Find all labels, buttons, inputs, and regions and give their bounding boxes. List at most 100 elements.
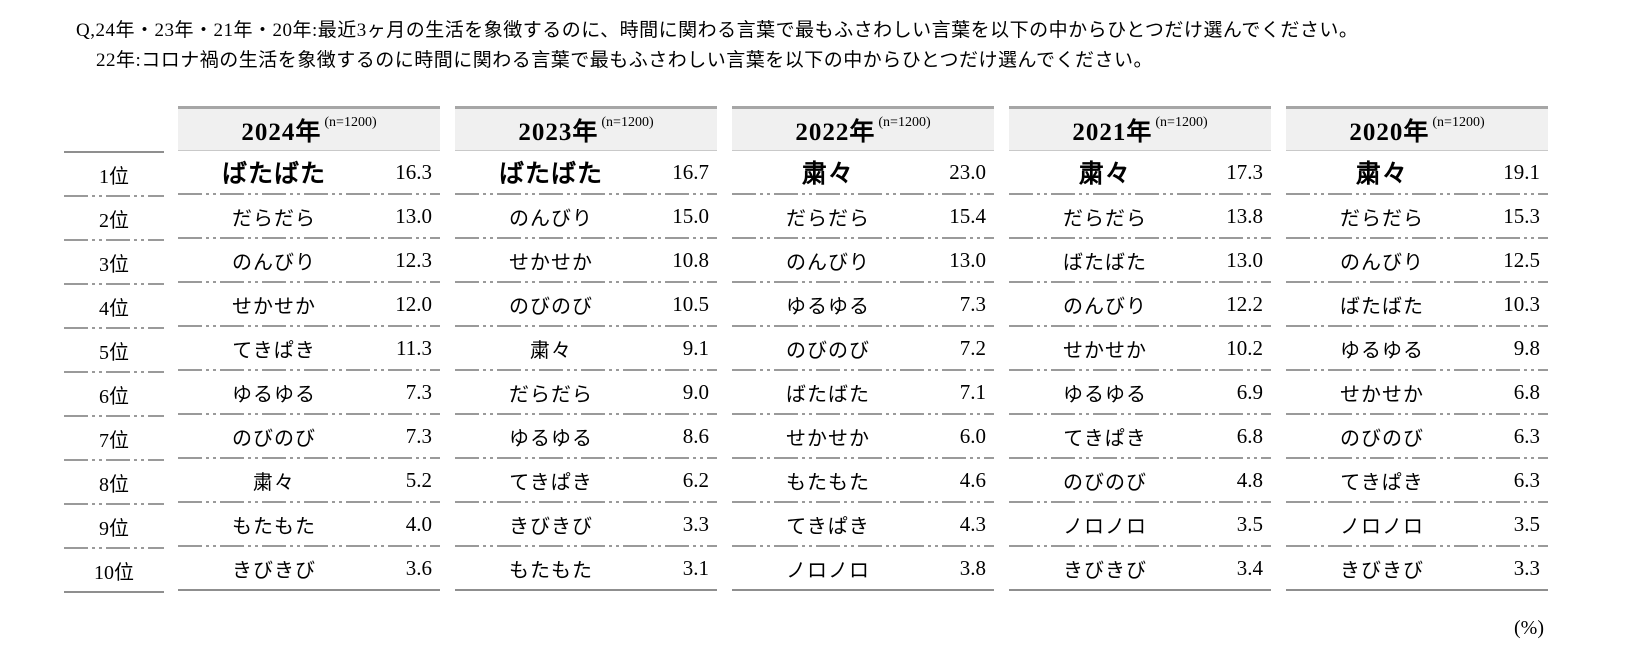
word-label: ばたばた <box>786 383 870 406</box>
percent-value: 7.3 <box>405 423 432 448</box>
table-row: ゆるゆる 9.8 <box>1286 327 1548 369</box>
percent-value: 12.3 <box>395 247 432 272</box>
percent-value: 10.5 <box>672 291 709 316</box>
table-row: てきぱき 6.8 <box>1009 415 1271 457</box>
percent-value: 13.0 <box>1226 247 1263 272</box>
question-line-1: Q,24年・23年・21年・20年:最近3ヶ月の生活を象徴するのに、時間に関わる… <box>76 20 1359 41</box>
percent-value: 6.8 <box>1513 379 1540 404</box>
year-header: 2022年 (n=1200) <box>732 106 994 151</box>
rank-column: 1位 2位 3位 4位 5位 6位 7位 8位 9位 10位 <box>64 151 164 593</box>
year-label: 2021年 <box>1072 118 1153 146</box>
percent-value: 6.9 <box>1236 379 1263 404</box>
word-label: のんびり <box>509 207 593 230</box>
word-label: てきぱき <box>232 339 316 362</box>
rank-label: 8位 <box>99 473 129 496</box>
percent-value: 12.0 <box>395 291 432 316</box>
table-row: ゆるゆる 6.9 <box>1009 371 1271 413</box>
percent-value: 16.3 <box>395 159 432 184</box>
table-row: 粛々 9.1 <box>455 327 717 369</box>
table-row: のびのび 6.3 <box>1286 415 1548 457</box>
word-label: せかせか <box>509 251 593 274</box>
table-row: せかせか 6.0 <box>732 415 994 457</box>
percent-value: 12.5 <box>1503 247 1540 272</box>
year-column: 2022年 (n=1200) 粛々 23.0 だらだら 15.4 のんびり 13.0 ゆるゆる 7… <box>732 106 994 593</box>
year-column-bottom-line <box>732 589 994 591</box>
word-label: せかせか <box>786 427 870 450</box>
word-label: てきぱき <box>786 515 870 538</box>
word-label: 粛々 <box>801 161 854 188</box>
word-label: てきぱき <box>1063 427 1147 450</box>
table-row: のびのび 10.5 <box>455 283 717 325</box>
percent-value: 13.0 <box>395 203 432 228</box>
word-label: 粛々 <box>253 471 295 494</box>
table-row: のびのび 7.2 <box>732 327 994 369</box>
row-divider <box>732 501 994 503</box>
sample-size-label: (n=1200) <box>1155 114 1208 130</box>
rank-label: 2位 <box>99 209 129 232</box>
row-divider <box>1009 369 1271 371</box>
table-row: せかせか 6.8 <box>1286 371 1548 413</box>
year-label: 2020年 <box>1349 118 1430 146</box>
word-label: きびきび <box>1063 559 1147 582</box>
percent-value: 3.8 <box>959 555 986 580</box>
row-divider <box>455 193 717 195</box>
row-divider <box>1009 413 1271 415</box>
word-label: 粛々 <box>1355 161 1408 188</box>
table-row: だらだら 15.3 <box>1286 195 1548 237</box>
table-row: のんびり 15.0 <box>455 195 717 237</box>
percent-value: 9.0 <box>682 379 709 404</box>
year-label: 2023年 <box>518 118 599 146</box>
rank-label: 7位 <box>99 429 129 452</box>
percent-value: 15.3 <box>1503 203 1540 228</box>
row-divider <box>178 501 440 503</box>
word-label: だらだら <box>232 207 316 230</box>
row-divider <box>64 327 164 329</box>
word-label: ゆるゆる <box>1340 339 1424 362</box>
table-row: のんびり 12.3 <box>178 239 440 281</box>
percent-value: 7.3 <box>405 379 432 404</box>
row-divider <box>455 325 717 327</box>
row-divider <box>1286 369 1548 371</box>
table-row: ゆるゆる 8.6 <box>455 415 717 457</box>
row-divider <box>64 415 164 417</box>
row-divider <box>64 547 164 549</box>
question-line-2: 22年:コロナ禍の生活を象徴するのに時間に関わる言葉で最もふさわしい言葉を以下の… <box>96 50 1154 71</box>
table-row: ノロノロ 3.5 <box>1009 503 1271 545</box>
year-header: 2021年 (n=1200) <box>1009 106 1271 151</box>
table-row: ばたばた 7.1 <box>732 371 994 413</box>
word-label: ばたばた <box>1340 295 1424 318</box>
rank-label: 10位 <box>94 561 134 584</box>
word-label: もたもた <box>232 515 316 538</box>
word-label: のんびり <box>786 251 870 274</box>
percent-value: 9.8 <box>1513 335 1540 360</box>
year-column: 2023年 (n=1200) ばたばた 16.7 のんびり 15.0 せかせか 10.8 のびの… <box>455 106 717 593</box>
row-divider <box>455 369 717 371</box>
row-divider <box>455 237 717 239</box>
row-divider <box>64 195 164 197</box>
row-divider <box>1286 325 1548 327</box>
word-label: きびきび <box>232 559 316 582</box>
row-divider <box>178 457 440 459</box>
percent-value: 16.7 <box>672 159 709 184</box>
table-row: だらだら 13.8 <box>1009 195 1271 237</box>
percent-value: 3.6 <box>405 555 432 580</box>
rank-column-bottom-line <box>64 591 164 593</box>
word-label: ゆるゆる <box>232 383 316 406</box>
word-label: もたもた <box>509 559 593 582</box>
percent-value: 6.3 <box>1513 467 1540 492</box>
row-divider <box>732 413 994 415</box>
row-divider <box>732 193 994 195</box>
percent-value: 3.4 <box>1236 555 1263 580</box>
table-row: ばたばた 10.3 <box>1286 283 1548 325</box>
word-label: ばたばた <box>1063 251 1147 274</box>
word-label: てきぱき <box>509 471 593 494</box>
table-row: てきぱき 11.3 <box>178 327 440 369</box>
row-divider <box>64 459 164 461</box>
percent-value: 8.6 <box>682 423 709 448</box>
row-divider <box>1286 413 1548 415</box>
table-row: だらだら 13.0 <box>178 195 440 237</box>
table-row: きびきび 3.3 <box>1286 547 1548 589</box>
percent-value: 3.3 <box>682 511 709 536</box>
word-label: せかせか <box>1063 339 1147 362</box>
year-column: 2021年 (n=1200) 粛々 17.3 だらだら 13.8 ばたばた 13.0 のんびり 1… <box>1009 106 1271 593</box>
